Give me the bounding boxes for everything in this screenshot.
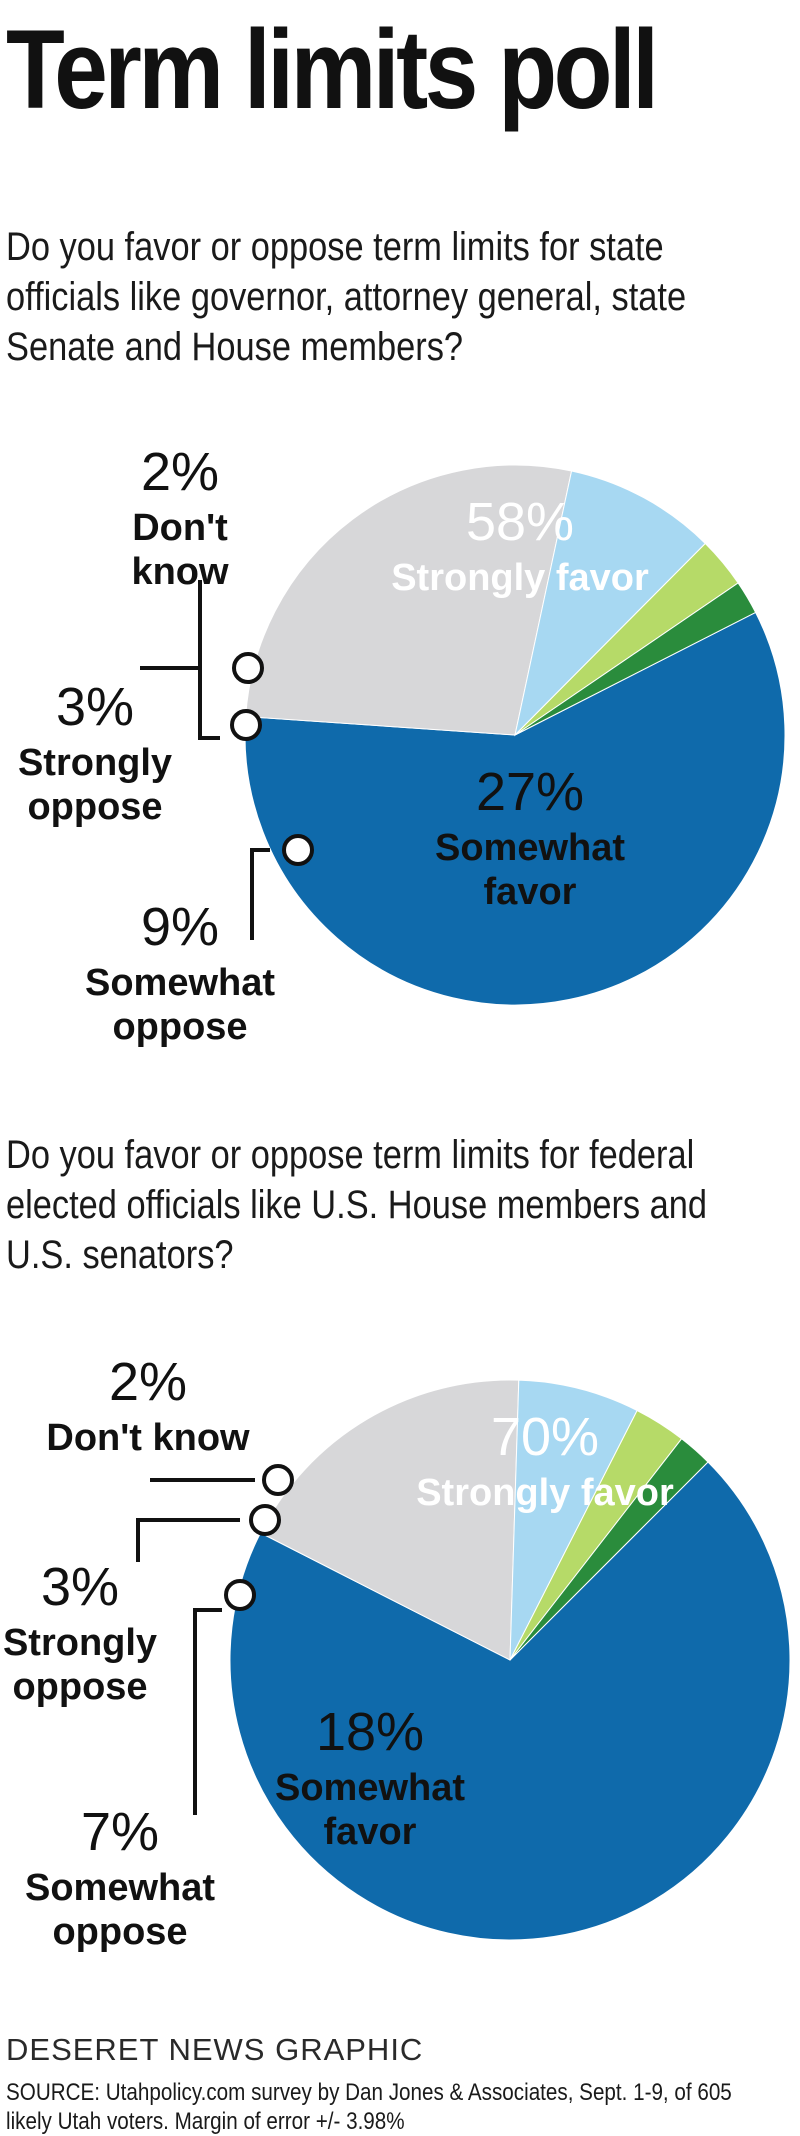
data-label-dont-know: 2% Don't know — [46, 1352, 250, 1459]
data-label-category: oppose — [112, 1006, 247, 1048]
data-label-percent: 7% — [81, 1802, 159, 1862]
leader-line — [250, 834, 314, 940]
leader-line — [198, 580, 262, 741]
question-state-officials: Do you favor or oppose term limits for s… — [6, 225, 687, 369]
data-label-strongly-favor: 70% Strongly favor — [416, 1407, 674, 1514]
page-title: Term limits poll — [6, 7, 659, 132]
graphic-credit: DESERET NEWS GRAPHIC — [6, 2032, 424, 2067]
data-label-category: Strongly — [3, 1622, 157, 1664]
data-label-somewhat-oppose: 7% Somewhat oppose — [25, 1802, 215, 1953]
data-label-category: Strongly — [18, 742, 172, 784]
data-label-category: oppose — [12, 1666, 147, 1708]
data-label-category: Don't know — [46, 1417, 250, 1459]
data-label-category: Somewhat — [435, 827, 625, 869]
data-label-category: Somewhat — [25, 1867, 215, 1909]
pie-slice-somewhat-oppose — [514, 470, 707, 737]
source-note: SOURCE: Utahpolicy.com survey by Dan Jon… — [6, 2079, 732, 2135]
data-label-category: oppose — [52, 1911, 187, 1953]
leader-dot — [224, 1579, 256, 1611]
data-label-category: favor — [484, 871, 577, 913]
data-label-percent: 27% — [476, 762, 584, 822]
pie-slice-dont-know — [514, 582, 757, 736]
leader-dot — [230, 709, 262, 741]
question-federal-officials: Do you favor or oppose term limits for f… — [6, 1133, 708, 1277]
data-label-category: oppose — [27, 786, 162, 828]
data-label-dont-know: 2% Don't know — [131, 442, 229, 593]
data-label-percent: 18% — [316, 1702, 424, 1762]
leader-dot — [232, 652, 264, 684]
data-label-category: favor — [324, 1811, 417, 1853]
pie-slice-somewhat-oppose — [509, 1379, 638, 1661]
pie-slice-strongly-favor — [244, 611, 786, 1006]
leader-dot — [249, 1504, 281, 1536]
data-label-percent: 58% — [466, 492, 574, 552]
data-label-category: know — [131, 551, 229, 593]
data-label-category: Don't — [132, 507, 228, 549]
data-label-strongly-oppose: 3% Strongly oppose — [3, 1557, 157, 1708]
leader-line — [193, 1579, 256, 1815]
data-label-percent: 3% — [56, 677, 134, 737]
data-label-percent: 2% — [109, 1352, 187, 1412]
data-label-somewhat-oppose: 9% Somewhat oppose — [85, 897, 275, 1048]
pie-slice-somewhat-favor — [259, 1379, 520, 1661]
data-label-somewhat-favor: 27% Somewhat favor — [435, 762, 625, 913]
data-label-category: Strongly favor — [391, 557, 649, 599]
data-label-category: Strongly favor — [416, 1472, 674, 1514]
data-label-percent: 3% — [41, 1557, 119, 1617]
pie-slice-strongly-favor — [229, 1461, 791, 1941]
data-label-strongly-favor: 58% Strongly favor — [391, 492, 649, 599]
data-label-percent: 70% — [491, 1407, 599, 1467]
leader-line — [136, 1504, 281, 1562]
data-label-strongly-oppose: 3% Strongly oppose — [18, 677, 172, 828]
pie-slice-dont-know — [509, 1438, 709, 1661]
leader-dot — [282, 834, 314, 866]
data-label-percent: 9% — [141, 897, 219, 957]
data-label-somewhat-favor: 18% Somewhat favor — [275, 1702, 465, 1853]
leader-line — [150, 1464, 294, 1496]
data-label-category: Somewhat — [275, 1767, 465, 1809]
leader-line — [140, 652, 264, 684]
data-label-category: Somewhat — [85, 962, 275, 1004]
leader-dot — [262, 1464, 294, 1496]
data-label-percent: 2% — [141, 442, 219, 502]
